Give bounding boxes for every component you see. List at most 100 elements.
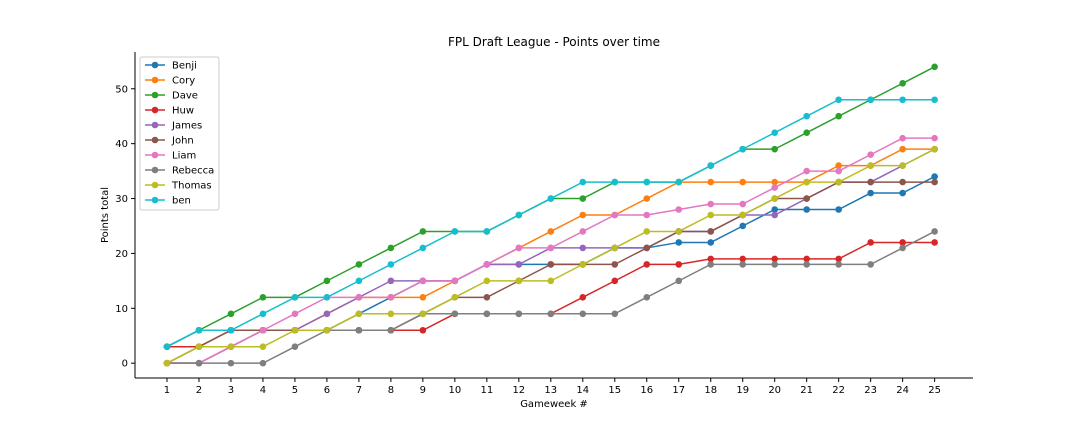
legend-label: Huw bbox=[172, 106, 194, 117]
data-point bbox=[931, 96, 938, 104]
data-point bbox=[931, 134, 938, 142]
x-tick-label: 2 bbox=[196, 385, 202, 396]
data-point bbox=[259, 294, 267, 301]
legend-item: ben bbox=[145, 196, 191, 207]
data-point bbox=[291, 310, 299, 318]
data-point bbox=[259, 310, 267, 318]
data-point bbox=[867, 151, 874, 158]
data-point bbox=[611, 178, 619, 186]
plot-area bbox=[163, 63, 938, 367]
legend-marker bbox=[151, 76, 159, 84]
data-point bbox=[867, 162, 874, 169]
y-axis-label: Points total bbox=[100, 187, 111, 243]
legend-item: John bbox=[145, 136, 194, 147]
data-point bbox=[899, 189, 906, 197]
data-point bbox=[483, 228, 491, 235]
data-point bbox=[643, 261, 651, 268]
data-point bbox=[387, 261, 395, 268]
data-point bbox=[867, 261, 874, 268]
data-point bbox=[163, 359, 171, 367]
data-point bbox=[547, 261, 555, 268]
series-rebecca bbox=[163, 228, 938, 367]
data-point bbox=[419, 244, 427, 252]
data-point bbox=[739, 261, 747, 268]
data-point bbox=[515, 211, 523, 219]
data-point bbox=[355, 326, 363, 334]
data-point bbox=[323, 326, 331, 334]
data-point bbox=[611, 277, 619, 285]
legend-marker bbox=[151, 121, 159, 129]
data-point bbox=[579, 294, 587, 301]
data-point bbox=[611, 261, 619, 268]
data-point bbox=[931, 173, 938, 180]
data-point bbox=[515, 261, 523, 268]
data-point bbox=[803, 129, 810, 136]
data-point bbox=[643, 228, 651, 235]
data-point bbox=[579, 310, 587, 318]
data-point bbox=[611, 310, 619, 318]
data-point bbox=[579, 244, 587, 252]
x-tick-label: 24 bbox=[896, 385, 909, 396]
data-point bbox=[355, 310, 363, 318]
legend-marker bbox=[151, 166, 159, 174]
data-point bbox=[643, 178, 651, 186]
data-point bbox=[707, 162, 715, 169]
data-point bbox=[387, 277, 395, 285]
data-point bbox=[867, 239, 874, 246]
x-tick-label: 16 bbox=[640, 385, 653, 396]
data-point bbox=[739, 222, 747, 230]
data-point bbox=[931, 145, 938, 153]
data-point bbox=[675, 228, 683, 235]
data-point bbox=[899, 162, 906, 169]
legend-label: John bbox=[171, 136, 194, 147]
data-point bbox=[451, 294, 459, 301]
x-tick-label: 20 bbox=[768, 385, 781, 396]
data-point bbox=[739, 211, 747, 219]
data-point bbox=[291, 343, 299, 351]
x-tick-label: 8 bbox=[388, 385, 394, 396]
x-tick-label: 11 bbox=[480, 385, 493, 396]
data-point bbox=[771, 261, 778, 268]
legend-marker bbox=[151, 61, 159, 69]
x-tick-label: 1 bbox=[164, 385, 170, 396]
data-point bbox=[323, 310, 331, 318]
legend-label: Thomas bbox=[171, 181, 212, 192]
data-point bbox=[835, 178, 842, 186]
data-point bbox=[515, 310, 523, 318]
data-point bbox=[835, 162, 842, 169]
x-tick-label: 3 bbox=[228, 385, 234, 396]
legend-marker bbox=[151, 136, 159, 144]
legend-label: James bbox=[171, 121, 202, 132]
data-point bbox=[419, 326, 427, 334]
x-tick-label: 22 bbox=[832, 385, 845, 396]
data-point bbox=[803, 195, 810, 202]
legend-item: Liam bbox=[145, 151, 196, 162]
data-point bbox=[931, 239, 938, 246]
data-point bbox=[387, 244, 395, 252]
data-point bbox=[547, 277, 555, 285]
legend-label: Liam bbox=[172, 151, 196, 162]
legend-item: Cory bbox=[145, 76, 195, 87]
data-point bbox=[355, 277, 363, 285]
y-tick-label: 50 bbox=[115, 84, 128, 95]
data-point bbox=[323, 277, 331, 285]
data-point bbox=[419, 294, 427, 301]
data-point bbox=[675, 206, 683, 213]
data-point bbox=[451, 228, 459, 235]
x-tick-label: 15 bbox=[608, 385, 621, 396]
legend-label: Benji bbox=[172, 61, 197, 72]
data-point bbox=[259, 343, 267, 351]
y-tick-label: 0 bbox=[122, 359, 128, 370]
data-point bbox=[195, 343, 203, 351]
legend: Benji Cory Dave Huw James John Liam Rebecca Thom… bbox=[139, 56, 220, 211]
data-point bbox=[771, 211, 778, 219]
data-point bbox=[611, 244, 619, 252]
axes bbox=[134, 52, 973, 379]
legend-marker bbox=[151, 91, 159, 99]
data-point bbox=[803, 255, 810, 263]
data-point bbox=[643, 211, 651, 219]
x-tick-label: 6 bbox=[324, 385, 330, 396]
data-point bbox=[899, 145, 906, 153]
data-point bbox=[227, 326, 235, 334]
x-tick-label: 9 bbox=[420, 385, 426, 396]
